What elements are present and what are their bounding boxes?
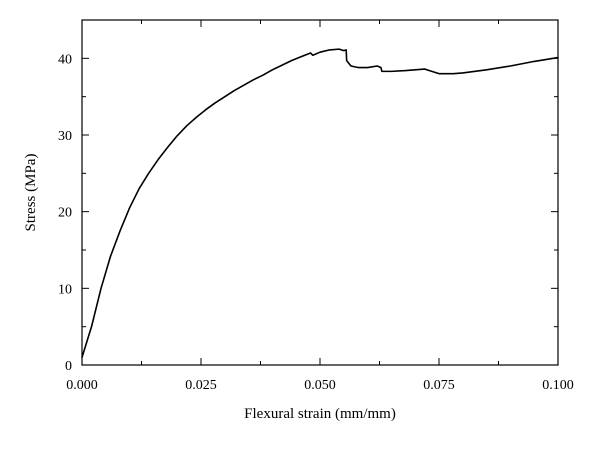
y-tick-label: 30: [58, 129, 72, 144]
plot-frame: [81, 19, 559, 366]
y-axis-ticks: 0 10 20 30 40: [58, 52, 558, 374]
y-tick-label: 20: [58, 206, 72, 221]
stress-strain-curve: [81, 48, 559, 359]
plot-border: [81, 19, 559, 366]
y-tick-label: 0: [65, 359, 72, 374]
x-tick-label: 0.075: [423, 378, 455, 393]
y-tick-label: 40: [58, 52, 72, 67]
x-tick-label: 0.025: [185, 378, 217, 393]
x-tick-label: 0.100: [542, 378, 574, 393]
series-group: [81, 48, 559, 359]
x-tick-label: 0.000: [66, 378, 98, 393]
x-tick-label: 0.050: [304, 378, 336, 393]
x-axis-ticks: 0.000 0.025 0.050 0.075 0.100: [66, 20, 574, 393]
x-axis-title: Flexural strain (mm/mm): [244, 406, 396, 422]
y-tick-label: 10: [58, 282, 72, 297]
y-axis-title: Stress (MPa): [23, 154, 39, 232]
